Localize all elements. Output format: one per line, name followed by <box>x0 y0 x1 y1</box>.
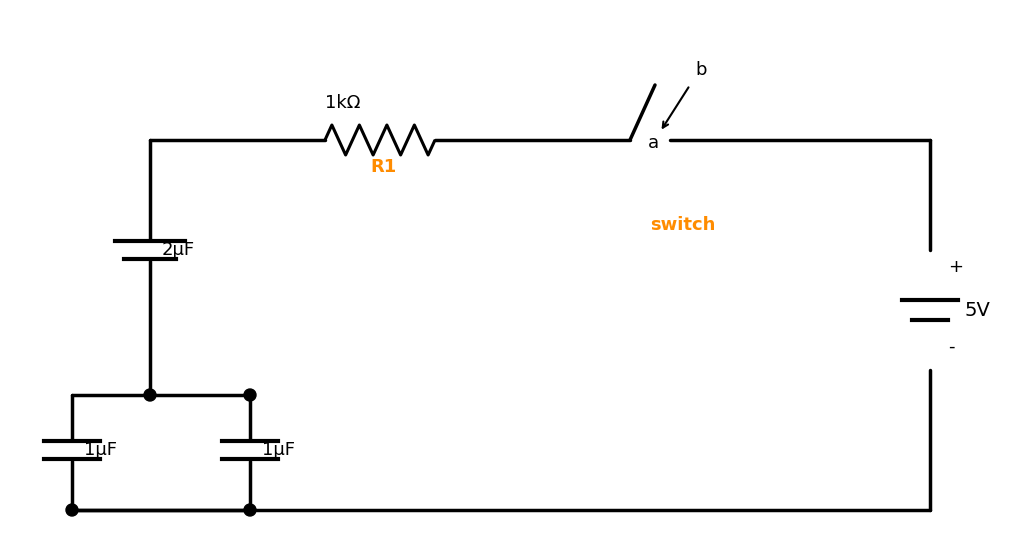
Text: 1kΩ: 1kΩ <box>325 94 360 112</box>
Circle shape <box>244 504 256 516</box>
Circle shape <box>66 504 78 516</box>
Text: +: + <box>948 258 963 276</box>
Text: switch: switch <box>650 216 716 234</box>
Text: R1: R1 <box>370 158 396 176</box>
Text: b: b <box>695 61 707 79</box>
Circle shape <box>144 389 156 401</box>
Text: 2μF: 2μF <box>162 241 196 259</box>
Text: -: - <box>948 338 954 356</box>
Text: 1μF: 1μF <box>84 441 117 459</box>
Text: 5V: 5V <box>965 301 991 320</box>
Circle shape <box>244 389 256 401</box>
Text: a: a <box>648 134 659 152</box>
Text: 1μF: 1μF <box>262 441 295 459</box>
